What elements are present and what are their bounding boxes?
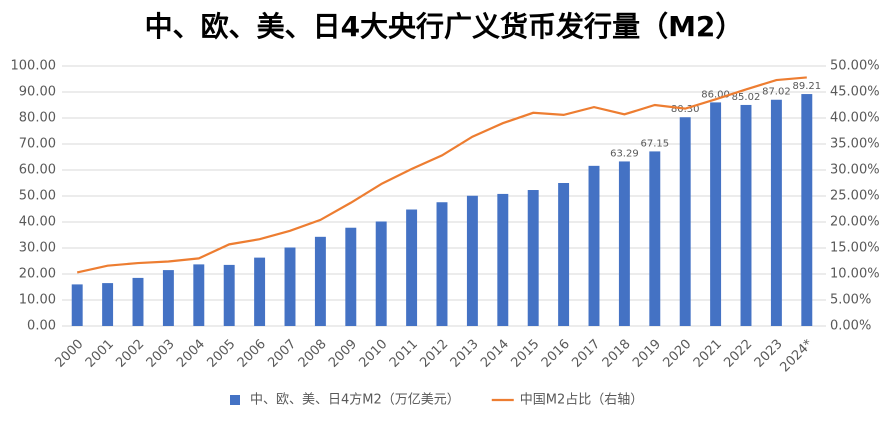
bar (436, 202, 448, 326)
bar (406, 209, 418, 326)
x-tick-label: 2005 (204, 337, 238, 371)
x-tick-label: 2013 (448, 337, 482, 371)
bar (618, 161, 630, 326)
y2-tick-label: 20.00% (830, 215, 880, 230)
bar (284, 247, 296, 326)
y-tick-label: 90.00 (19, 85, 56, 100)
y-tick-label: 30.00 (19, 241, 56, 256)
y-tick-label: 10.00 (19, 293, 56, 308)
bar (223, 264, 235, 326)
x-tick-label: 2004 (174, 337, 208, 371)
bar (649, 151, 661, 326)
bar (132, 277, 144, 326)
x-tick-label: 2019 (630, 337, 664, 371)
x-tick-label: 2018 (600, 337, 634, 371)
x-tick-label: 2015 (508, 337, 542, 371)
x-tick-label: 2006 (235, 337, 269, 371)
bar (162, 270, 174, 326)
y2-tick-label: 40.00% (830, 111, 880, 126)
line (76, 76, 807, 274)
x-tick-label: 2020 (660, 337, 694, 371)
bar (588, 165, 600, 326)
y2-tick-label: 0.00% (830, 319, 871, 334)
bar (740, 104, 752, 326)
x-tick-label: 2016 (539, 337, 573, 371)
y2-tick-label: 10.00% (830, 267, 880, 282)
y2-tick-label: 35.00% (830, 137, 880, 152)
value-label: 89.21 (792, 81, 821, 92)
y2-tick-label: 45.00% (830, 85, 880, 100)
value-label: 86.00 (701, 89, 730, 100)
bar (375, 221, 387, 326)
y-tick-label: 60.00 (19, 163, 56, 178)
x-tick-label: 2021 (691, 337, 725, 371)
bar (102, 283, 114, 326)
bar (314, 236, 326, 326)
x-tick-label: 2001 (83, 337, 117, 371)
value-label: 87.02 (762, 87, 791, 98)
y-tick-label: 70.00 (19, 137, 56, 152)
y-tick-label: 40.00 (19, 215, 56, 230)
x-tick-label: 2003 (144, 337, 178, 371)
y-tick-label: 100.00 (11, 59, 57, 74)
value-label: 85.02 (732, 92, 761, 103)
bar (679, 117, 691, 326)
x-tick-label: 2007 (265, 337, 299, 371)
x-tick-label: 2011 (387, 337, 421, 371)
y-tick-label: 20.00 (19, 267, 56, 282)
value-label: 67.15 (640, 138, 669, 149)
y2-tick-label: 5.00% (830, 293, 871, 308)
x-tick-label: 2024* (777, 336, 816, 375)
bar (770, 99, 782, 326)
value-label: 63.29 (610, 148, 639, 159)
bar (193, 264, 205, 326)
legend-swatch (230, 395, 240, 405)
bar (527, 190, 539, 326)
y-tick-label: 0.00 (27, 319, 56, 334)
x-tick-label: 2012 (417, 337, 451, 371)
x-tick-label: 2002 (113, 337, 147, 371)
y2-tick-label: 50.00% (830, 59, 880, 74)
bar (71, 284, 83, 326)
legend-label: 中、欧、美、日4方M2（万亿美元） (250, 392, 460, 408)
bar (345, 227, 357, 326)
y2-tick-label: 15.00% (830, 241, 880, 256)
x-tick-label: 2009 (326, 337, 360, 371)
x-tick-label: 2022 (721, 337, 755, 371)
bar (558, 183, 570, 326)
bar (466, 195, 478, 326)
y-tick-label: 80.00 (19, 111, 56, 126)
y2-tick-label: 25.00% (830, 189, 880, 204)
x-tick-label: 2000 (52, 337, 86, 371)
bar (254, 257, 266, 326)
bar (710, 102, 722, 327)
legend-label: 中国M2占比（右轴） (520, 393, 644, 408)
bar (801, 94, 813, 326)
bar (497, 193, 509, 326)
x-tick-label: 2008 (296, 337, 330, 371)
y2-tick-label: 30.00% (830, 163, 880, 178)
x-tick-label: 2017 (569, 337, 603, 371)
y-tick-label: 50.00 (19, 189, 56, 204)
chart-title: 中、欧、美、日4大央行广义货币发行量（M2） (145, 10, 744, 43)
x-tick-label: 2010 (356, 337, 390, 371)
x-tick-label: 2014 (478, 337, 512, 371)
